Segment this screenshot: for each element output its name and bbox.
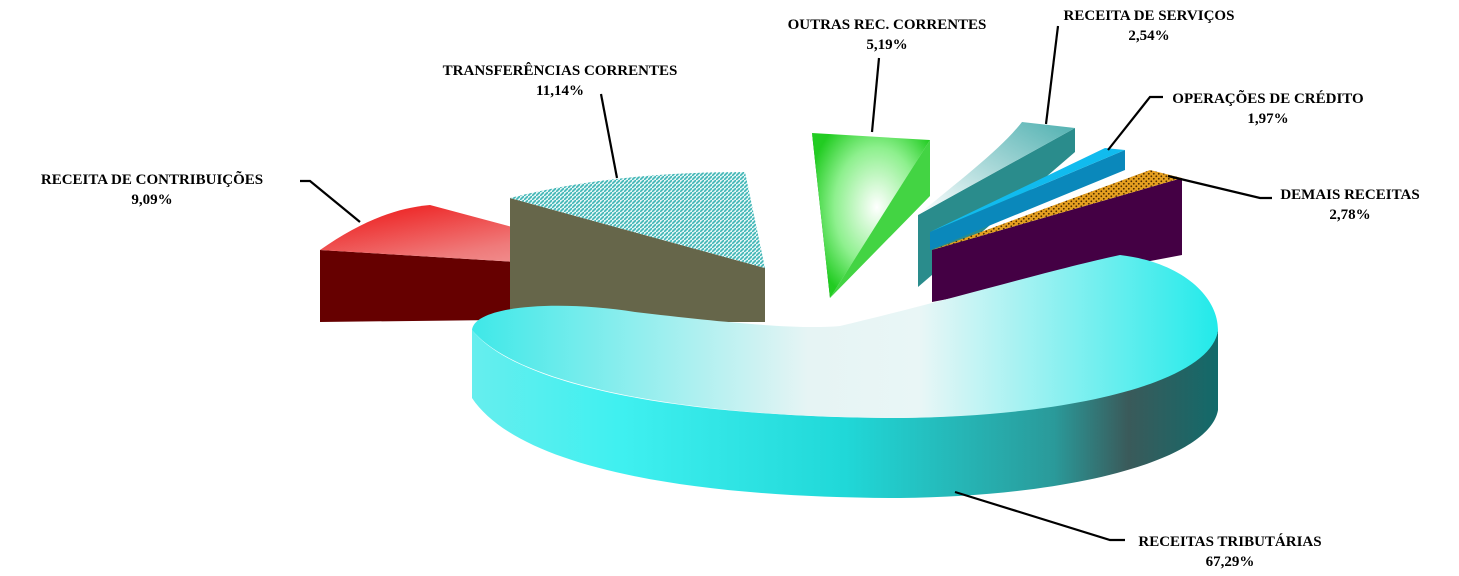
label-outras-rec-correntes-name: OUTRAS REC. CORRENTES — [788, 17, 987, 33]
label-operacoes-de-credito-name: OPERAÇÕES DE CRÉDITO — [1172, 89, 1363, 107]
label-outras-rec-correntes-value: 5,19% — [866, 37, 907, 53]
label-receitas-tributarias-value: 67,29% — [1206, 554, 1255, 570]
label-demais-receitas-name: DEMAIS RECEITAS — [1280, 187, 1419, 203]
leader-operacoes-de-credito — [1108, 97, 1163, 150]
leader-transferencias-correntes — [601, 94, 617, 178]
label-receita-de-servicos-value: 2,54% — [1128, 28, 1169, 44]
leader-demais-receitas — [1168, 176, 1272, 198]
leader-outras-rec-correntes — [872, 58, 879, 132]
label-receitas-tributarias-name: RECEITAS TRIBUTÁRIAS — [1138, 533, 1321, 550]
leader-receitas-tributarias — [955, 492, 1125, 540]
leader-receita-de-servicos — [1046, 26, 1058, 124]
label-demais-receitas-value: 2,78% — [1329, 207, 1370, 223]
label-receita-de-servicos-name: RECEITA DE SERVIÇOS — [1064, 8, 1235, 24]
leader-receita-de-contribuicoes — [300, 181, 360, 222]
label-receita-de-contribuicoes-name: RECEITA DE CONTRIBUIÇÕES — [41, 170, 263, 188]
slice-transferencias-correntes — [510, 172, 765, 322]
label-operacoes-de-credito-value: 1,97% — [1247, 111, 1288, 127]
label-transferencias-correntes-name: TRANSFERÊNCIAS CORRENTES — [443, 62, 678, 79]
label-receita-de-contribuicoes-value: 9,09% — [131, 192, 172, 208]
slice-outras-rec-correntes — [812, 133, 930, 298]
slice-outras-rec-correntes-front — [812, 133, 930, 298]
label-transferencias-correntes-value: 11,14% — [536, 83, 584, 99]
